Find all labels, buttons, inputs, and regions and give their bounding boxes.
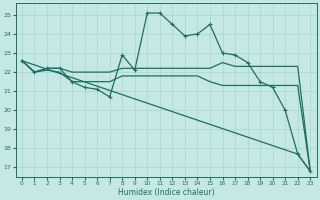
X-axis label: Humidex (Indice chaleur): Humidex (Indice chaleur)	[118, 188, 214, 197]
